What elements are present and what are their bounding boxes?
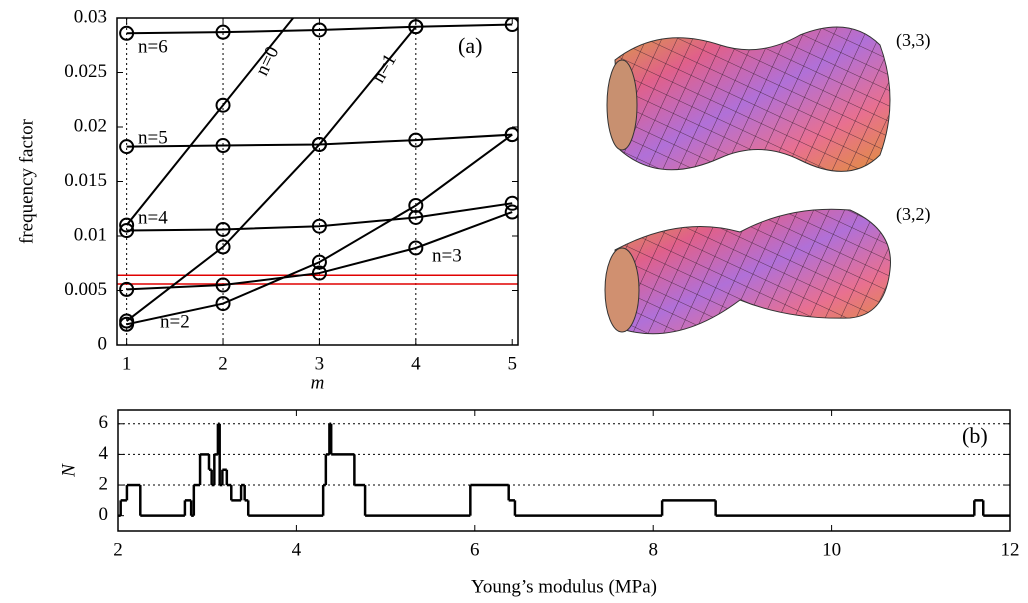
data-point [311,22,327,38]
x-tick-label: 2 [218,353,228,374]
x-tick-label: 6 [470,539,480,560]
series-label: n=5 [138,127,168,148]
series-line [126,133,513,326]
data-point [215,221,231,237]
y-tick-label: 0.01 [74,224,107,245]
plot-area [117,18,518,332]
series-line [125,18,295,226]
data-point [311,254,327,270]
data-point [504,127,518,143]
x-tick-label: 8 [648,539,658,560]
y-tick-label: 0.025 [64,61,107,82]
data-point [408,240,424,256]
y-tick-label: 0 [99,504,109,525]
panel-label: (b) [962,423,988,448]
series-label: n=4 [138,207,168,228]
data-point [408,209,424,225]
y-tick-label: 0.015 [64,170,107,191]
x-tick-label: 2 [113,539,123,560]
y-tick-label: 0.02 [74,115,107,136]
series-line [126,133,513,148]
data-point [311,265,327,281]
y-axis-label: N [58,463,79,478]
series-label: n=2 [160,311,190,332]
data-point [215,239,231,255]
plot-frame [117,409,1011,532]
data-point [215,138,231,154]
data-point [119,25,135,41]
data-point [119,217,135,233]
data-point [311,218,327,234]
surface-3-2 [604,208,891,335]
x-tick-label: 10 [822,539,841,560]
y-tick-label: 2 [99,473,109,494]
data-point [215,296,231,312]
x-tick-label: 4 [292,539,302,560]
data-point [408,19,424,35]
x-tick-label: 3 [315,353,325,374]
surface-label: (3,2) [896,204,931,225]
plot-frame [116,17,519,346]
y-axis-label: frequency factor [16,118,37,244]
x-tick-label: 5 [507,353,517,374]
data-point [215,97,231,113]
y-tick-label: 0.005 [64,279,107,300]
y-tick-label: 0.03 [74,6,107,27]
series-label: n=0 [252,43,284,79]
data-point [215,24,231,40]
series-label: n=1 [368,50,401,86]
data-point [311,136,327,152]
series-line [126,26,417,322]
data-point [504,195,518,211]
y-tick-label: 4 [99,443,109,464]
x-axis-label: Young’s modulus (MPa) [471,576,657,597]
x-tick-label: 1 [122,353,132,374]
data-point [119,316,135,332]
series-line [126,211,513,291]
data-point [119,281,135,297]
panel-label: (a) [458,33,482,58]
data-point [119,139,135,155]
data-point [119,223,135,239]
surface-3-3 [606,26,891,172]
y-tick-label: 6 [99,412,109,433]
series-label: n=6 [138,36,168,57]
data-point [408,132,424,148]
data-point [504,204,518,220]
series-label: n=3 [432,245,462,266]
series-line [126,23,513,35]
series-line [126,202,513,232]
x-tick-label: 12 [1001,539,1020,560]
y-tick-label: 0 [98,333,108,354]
surface-label: (3,3) [896,30,931,51]
x-tick-label: 4 [411,353,421,374]
data-point [215,277,231,293]
data-point [408,197,424,213]
x-axis-label: m [311,372,325,393]
